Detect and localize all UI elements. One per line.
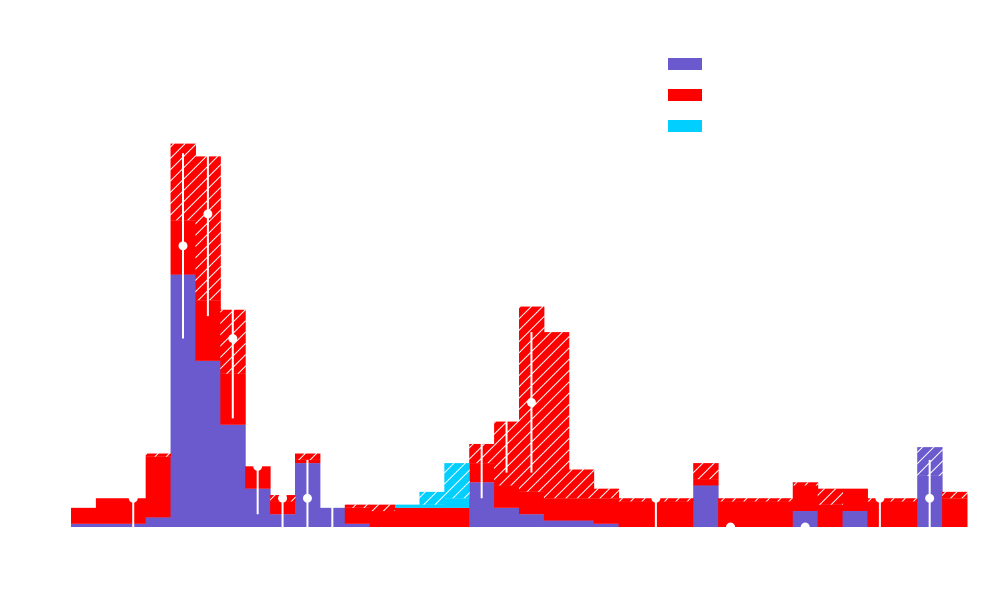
data-point [253, 461, 263, 471]
bar-cyan [394, 504, 420, 508]
bar-red [767, 501, 794, 527]
bar-red [743, 501, 769, 527]
data-point [278, 493, 288, 503]
data-point [128, 493, 138, 503]
data-point [726, 522, 736, 532]
bar-purple [842, 511, 868, 527]
bar-purple [593, 523, 620, 527]
data-point [502, 397, 512, 407]
bar-purple [220, 424, 246, 527]
bar-purple [145, 517, 172, 527]
uncertainty-band-hatch [767, 498, 794, 502]
bar-cyan [444, 498, 470, 508]
data-point [302, 493, 312, 503]
data-point [327, 493, 337, 503]
bar-red [842, 488, 868, 512]
bar-purple [95, 523, 122, 527]
uncertainty-band-hatch [892, 498, 918, 502]
data-point [800, 522, 810, 532]
data-point [651, 493, 661, 503]
uncertainty-band-hatch [369, 504, 396, 512]
bar-purple [344, 523, 371, 527]
bar-red [519, 491, 545, 515]
bar-purple [792, 511, 819, 527]
bar-purple [494, 507, 520, 527]
bar-red [668, 501, 694, 527]
uncertainty-band-hatch [568, 469, 595, 499]
bar-red [394, 507, 420, 527]
bar-red [145, 456, 172, 518]
uncertainty-band-hatch [743, 498, 769, 502]
bar-red [494, 485, 520, 508]
data-point [875, 493, 885, 503]
uncertainty-band-hatch [792, 482, 819, 486]
legend-swatch-red [668, 89, 702, 101]
bar-red [593, 498, 620, 524]
uncertainty-band-hatch [718, 498, 744, 502]
bar-red [71, 507, 97, 524]
data-point [228, 334, 238, 343]
bar-red [344, 507, 371, 524]
bar-red [95, 498, 122, 524]
bar-red [444, 507, 470, 527]
legend-swatch-purple [668, 58, 702, 70]
legend [668, 58, 702, 132]
bar-red [543, 498, 570, 521]
bar-purple [71, 523, 97, 527]
data-point [477, 429, 487, 439]
bar-red [419, 507, 445, 527]
uncertainty-band-hatch [145, 453, 172, 457]
bar-purple [543, 520, 570, 527]
data-point [526, 397, 536, 407]
bar-red [942, 498, 968, 527]
uncertainty-band-hatch [693, 463, 719, 480]
uncertainty-band-hatch [668, 498, 694, 502]
uncertainty-band-hatch [344, 504, 371, 508]
uncertainty-band-hatch [817, 488, 844, 505]
bar-purple [519, 514, 545, 527]
bar-purple [195, 360, 221, 527]
uncertainty-band-hatch [444, 463, 470, 499]
bar-cyan [419, 504, 445, 508]
uncertainty-layer [145, 143, 968, 512]
bar-purple [693, 485, 719, 527]
uncertainty-band-hatch [593, 488, 620, 499]
bar-red [693, 479, 719, 486]
data-point [203, 209, 213, 219]
bar-red [369, 511, 396, 527]
uncertainty-band-hatch [618, 498, 644, 502]
uncertainty-band-hatch [295, 453, 321, 460]
bar-red [568, 498, 595, 521]
bar-red [618, 501, 644, 527]
data-point [178, 241, 188, 251]
bar-red [892, 501, 918, 527]
data-points-layer [128, 111, 935, 532]
data-point [925, 493, 935, 503]
uncertainty-band-hatch [543, 332, 570, 499]
bar-red [792, 485, 819, 512]
bars-layer [71, 220, 968, 527]
bar-red [817, 504, 844, 527]
legend-swatch-cyan [668, 120, 702, 132]
uncertainty-band-hatch [419, 491, 445, 505]
bar-purple [568, 520, 595, 527]
uncertainty-band-hatch [942, 491, 968, 499]
